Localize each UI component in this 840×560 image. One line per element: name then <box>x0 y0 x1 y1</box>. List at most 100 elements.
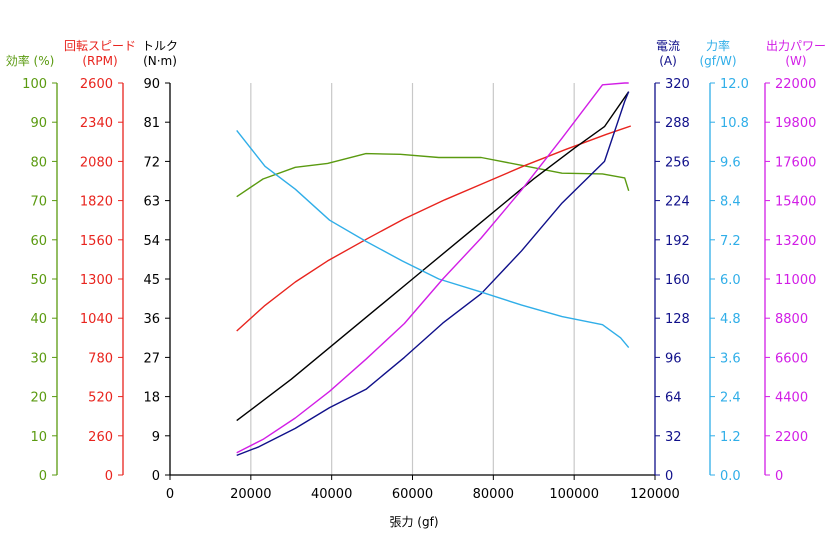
y-tick-label: 100 <box>22 77 47 92</box>
y-tick-label: 224 <box>665 195 690 210</box>
y-tick-label: 256 <box>665 155 690 170</box>
y-tick-label: 90 <box>30 116 47 131</box>
y-tick-label: 11000 <box>775 273 816 288</box>
y-tick-label: 9 <box>152 430 160 445</box>
y-tick-label: 80 <box>30 155 47 170</box>
y-tick-label: 18 <box>143 391 160 406</box>
y-tick-label: 4400 <box>775 391 808 406</box>
y-tick-label: 90 <box>143 77 160 92</box>
x-axis-title: 張力 (gf) <box>389 515 438 529</box>
y-axis-title: 力率 <box>706 38 730 53</box>
y-axis-title: 効率 (%) <box>6 53 55 68</box>
y-tick-label: 6.0 <box>720 273 741 288</box>
y-tick-label: 20 <box>30 391 47 406</box>
y-tick-label: 288 <box>665 116 690 131</box>
y-tick-label: 4.8 <box>720 312 741 327</box>
y-tick-label: 2340 <box>80 116 113 131</box>
x-tick-label: 40000 <box>311 487 352 502</box>
y-axis-rpm: 0 260 520 780 1040 1300 1560 1820 2080 2340 2600 回転… <box>64 39 136 484</box>
y-tick-label: 128 <box>665 312 690 327</box>
x-tick-label: 60000 <box>392 487 433 502</box>
y-axis-torque: 0 9 18 27 36 45 54 63 72 81 90 トルク(N·m) <box>142 39 178 484</box>
y-tick-label: 81 <box>143 116 160 131</box>
y-tick-label: 1.2 <box>720 430 741 445</box>
y-axis-power: 0 2200 4400 6600 8800 11000 13200 15400 17600 198… <box>764 39 826 484</box>
y-tick-label: 0 <box>105 469 113 484</box>
x-tick-label: 20000 <box>230 487 271 502</box>
y-tick-label: 40 <box>30 312 47 327</box>
y-tick-label: 0 <box>39 469 47 484</box>
y-tick-label: 12.0 <box>720 77 749 92</box>
y-axis-title: 回転スピード <box>64 39 136 53</box>
y-tick-label: 2600 <box>80 77 113 92</box>
y-axis-force: 0.0 1.2 2.4 3.6 4.8 6.0 7.2 8.4 9.6 10.8 12.0 力率(gf… <box>699 38 749 484</box>
y-tick-label: 0 <box>775 469 783 484</box>
y-tick-label: 30 <box>30 351 47 366</box>
y-tick-label: 780 <box>88 351 113 366</box>
y-tick-label: 1040 <box>80 312 113 327</box>
y-tick-label: 63 <box>143 195 160 210</box>
y-tick-label: 192 <box>665 234 690 249</box>
x-tick-label: 80000 <box>473 487 514 502</box>
y-axis-title: 電流 <box>656 39 680 53</box>
y-tick-label: 0 <box>152 469 160 484</box>
y-tick-label: 27 <box>143 351 160 366</box>
y-tick-label: 7.2 <box>720 234 741 249</box>
y-tick-label: 60 <box>30 234 47 249</box>
y-tick-label: 32 <box>665 430 682 445</box>
y-tick-label: 96 <box>665 351 682 366</box>
y-tick-label: 160 <box>665 273 690 288</box>
y-tick-label: 10.8 <box>720 116 749 131</box>
y-axis-unit: (A) <box>659 54 677 68</box>
series-line-eff <box>236 152 630 198</box>
y-tick-label: 2200 <box>775 430 808 445</box>
y-tick-label: 45 <box>143 273 160 288</box>
y-tick-label: 8.4 <box>720 195 741 210</box>
y-axis-title: 出力パワー <box>766 39 826 53</box>
y-tick-label: 2080 <box>80 155 113 170</box>
series-line-rpm <box>236 125 632 332</box>
x-tick-label: 100000 <box>549 487 599 502</box>
y-axis-unit: (W) <box>785 54 806 68</box>
y-tick-label: 320 <box>665 77 690 92</box>
series <box>236 82 632 457</box>
y-tick-label: 6600 <box>775 351 808 366</box>
x-tick-label: 120000 <box>630 487 680 502</box>
y-tick-label: 9.6 <box>720 155 741 170</box>
series-line-power <box>236 82 629 454</box>
y-axis-current: 0 32 64 96 128 160 192 224 256 288 320 電流(A) <box>654 39 690 484</box>
series-line-torque <box>236 91 630 422</box>
series-line-force <box>236 129 630 349</box>
axes: 0 20000 40000 60000 80000 100000 1200000102030… <box>6 38 826 502</box>
y-tick-label: 36 <box>143 312 160 327</box>
y-tick-label: 64 <box>665 391 682 406</box>
y-tick-label: 1300 <box>80 273 113 288</box>
y-tick-label: 70 <box>30 195 47 210</box>
y-tick-label: 54 <box>143 234 160 249</box>
y-tick-label: 17600 <box>775 155 816 170</box>
series-line-current <box>236 91 630 457</box>
y-tick-label: 22000 <box>775 77 816 92</box>
y-tick-label: 1560 <box>80 234 113 249</box>
y-tick-label: 2.4 <box>720 391 741 406</box>
y-tick-label: 8800 <box>775 312 808 327</box>
y-tick-label: 72 <box>143 155 160 170</box>
y-axis-eff: 0 10 20 30 40 50 60 70 80 90 100 効率 (%) <box>6 53 58 484</box>
y-tick-label: 260 <box>88 430 113 445</box>
y-tick-label: 50 <box>30 273 47 288</box>
y-axis-unit: (RPM) <box>82 54 117 68</box>
y-tick-label: 520 <box>88 391 113 406</box>
y-tick-label: 0.0 <box>720 469 741 484</box>
y-tick-label: 1820 <box>80 195 113 210</box>
y-axis-unit: (N·m) <box>143 54 177 68</box>
y-tick-label: 19800 <box>775 116 816 131</box>
y-tick-label: 10 <box>30 430 47 445</box>
y-tick-label: 15400 <box>775 195 816 210</box>
y-tick-label: 13200 <box>775 234 816 249</box>
y-tick-label: 0 <box>665 469 673 484</box>
y-axis-title: トルク <box>142 39 178 53</box>
y-tick-label: 3.6 <box>720 351 741 366</box>
x-tick-label: 0 <box>166 487 174 502</box>
y-axis-unit: (gf/W) <box>699 54 736 68</box>
